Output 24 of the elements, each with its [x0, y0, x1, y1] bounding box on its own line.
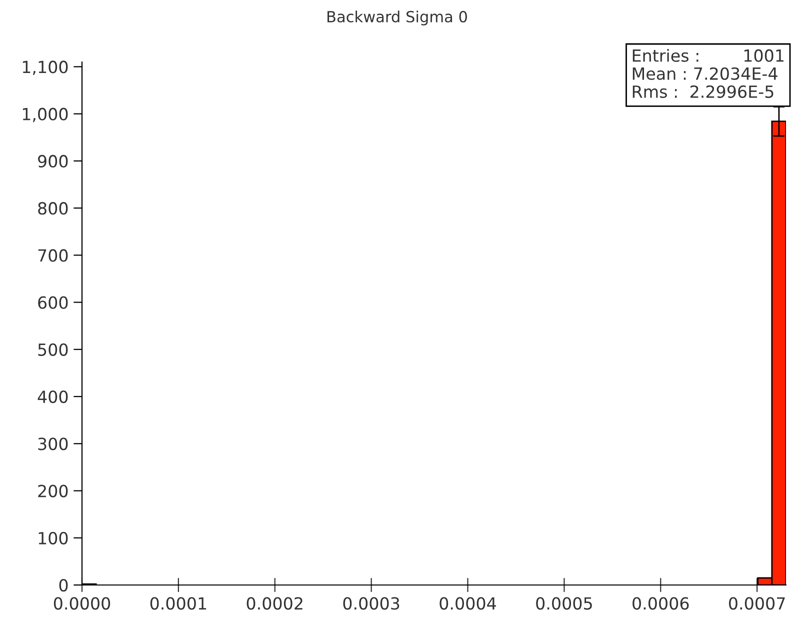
- x-tick-label: 0.0000: [54, 597, 110, 610]
- annotation: Mean : 7.2034E-4: [632, 67, 778, 80]
- y-tick-label: 800: [38, 202, 68, 215]
- y-tick-label: 400: [38, 390, 68, 404]
- y-tick-label: 600: [38, 296, 68, 309]
- chart-title: Backward Sigma 0: [328, 10, 467, 26]
- y-tick-label: 100: [38, 532, 68, 544]
- y-tick-label: 900: [38, 154, 68, 168]
- y-tick-label: 500: [38, 343, 68, 356]
- y-tick-label: 1,000: [22, 108, 68, 122]
- y-tick-label: 0: [59, 578, 68, 592]
- x-tick-label: 0.0002: [246, 597, 302, 610]
- x-tick-label: 0.0006: [632, 597, 689, 610]
- y-tick-label: 1,100: [22, 60, 68, 75]
- x-tick-label: 0.0003: [343, 597, 400, 610]
- x-tick-label: 0.0007: [729, 597, 785, 610]
- x-tick-label: 0.0004: [440, 597, 496, 610]
- x-tick-label: 0.0005: [536, 597, 592, 610]
- x-tick-label: 0.0001: [150, 597, 206, 610]
- text: Entries : 1001: [632, 49, 784, 62]
- y-tick-label: 700: [38, 249, 68, 262]
- y-tick-label: 300: [38, 438, 68, 450]
- annotation: Rms : 2.2996E-5: [632, 85, 774, 98]
- y-tick-label: 200: [38, 484, 68, 498]
